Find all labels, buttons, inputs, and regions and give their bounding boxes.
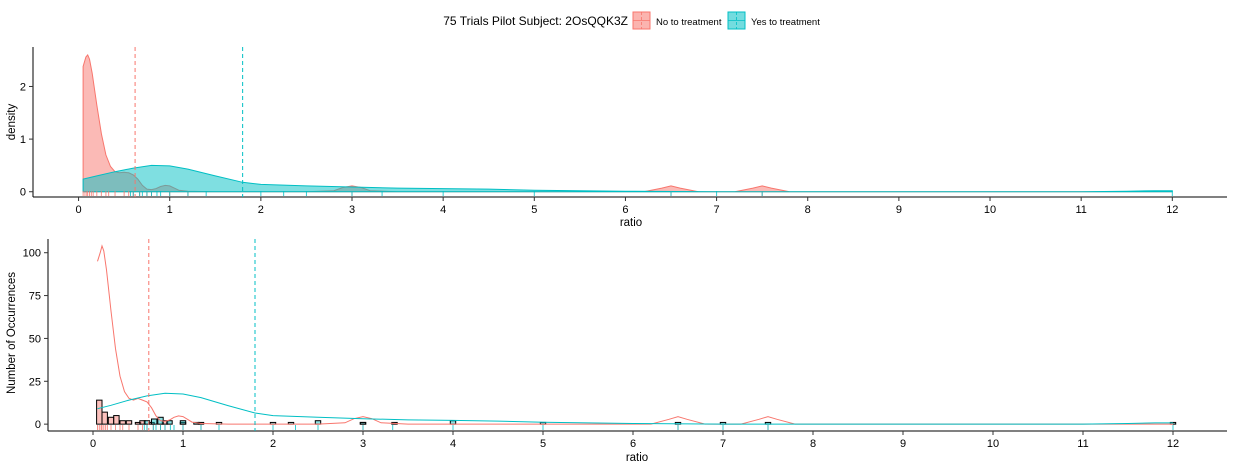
histogram-bar-no (96, 399, 103, 425)
density-x-tick-label: 1 (167, 204, 173, 216)
density-x-tick-label: 9 (896, 204, 902, 216)
histogram-y-tick-label: 25 (29, 376, 41, 388)
histogram-curve-yes (97, 392, 1173, 425)
histogram-bar-yes (359, 421, 367, 425)
histogram-x-tick-label: 0 (90, 438, 96, 450)
legend-item-yes: Yes to treatment (727, 11, 820, 30)
histogram-bar-no (107, 416, 115, 425)
density-x-tick-label: 5 (531, 204, 537, 216)
histogram-bar-yes (151, 418, 158, 425)
histogram-bar-no (139, 420, 146, 425)
histogram-x-tick-label: 9 (900, 438, 906, 450)
density-y-tick-label: 1 (20, 134, 26, 146)
histogram-bar-no (161, 420, 169, 425)
density-area-no (82, 53, 1173, 193)
density-x-tick-label: 7 (714, 204, 720, 216)
histogram-x-tick-label: 10 (987, 438, 999, 450)
histogram-bar-yes (179, 420, 187, 425)
histogram-y-tick-label: 100 (23, 248, 41, 260)
histogram-bar-yes (166, 420, 173, 425)
histogram-x-tick-label: 12 (1167, 438, 1179, 450)
histogram-x-tick-label: 5 (540, 438, 546, 450)
histogram-x-tick-label: 1 (180, 438, 186, 450)
legend: 75 Trials Pilot Subject: 2OsQQK3Z No to … (443, 11, 820, 30)
density-x-tick-label: 10 (984, 204, 996, 216)
density-y-tick-label: 2 (20, 81, 26, 93)
histogram-curve-no (97, 244, 1173, 425)
legend-title: 75 Trials Pilot Subject: 2OsQQK3Z (443, 14, 628, 28)
density-x-tick-label: 4 (440, 204, 446, 216)
histogram-x-tick-label: 7 (720, 438, 726, 450)
histogram-bar-no (119, 420, 126, 425)
histogram-bar-no (101, 411, 108, 425)
histogram-x-tick-label: 8 (810, 438, 816, 450)
histogram-y-axis-title: Number of Occurrences (6, 272, 18, 394)
histogram-bar-no (134, 421, 142, 425)
density-y-axis-title: density (6, 104, 18, 141)
histogram-bar-no (125, 420, 133, 425)
density-x-tick-label: 2 (258, 204, 264, 216)
histogram-y-tick-label: 0 (35, 419, 41, 431)
density-x-tick-label: 11 (1075, 204, 1086, 216)
density-x-tick-label: 3 (349, 204, 355, 216)
histogram-x-axis-title: ratio (626, 452, 648, 464)
legend-item-no: No to treatment (632, 11, 722, 30)
legend-label-no: No to treatment (656, 17, 722, 28)
histogram-x-tick-label: 11 (1077, 438, 1088, 450)
histogram-x-tick-label: 3 (360, 438, 366, 450)
histogram-x-tick-label: 6 (630, 438, 636, 450)
histogram-bar-yes (143, 420, 151, 425)
density-area-yes (82, 164, 1173, 193)
histogram-bar-no (113, 415, 120, 425)
density-y-tick-label: 0 (20, 187, 26, 199)
density-x-tick-label: 6 (622, 204, 628, 216)
histogram-x-tick-label: 2 (270, 438, 276, 450)
density-x-axis-title: ratio (620, 217, 642, 229)
histogram-x-tick-label: 4 (450, 438, 456, 450)
density-x-tick-label: 8 (805, 204, 811, 216)
legend-label-yes: Yes to treatment (751, 17, 820, 28)
histogram-y-tick-label: 75 (29, 291, 41, 303)
histogram-y-tick-label: 50 (29, 333, 41, 345)
density-x-tick-label: 12 (1166, 204, 1178, 216)
density-x-tick-label: 0 (76, 204, 82, 216)
